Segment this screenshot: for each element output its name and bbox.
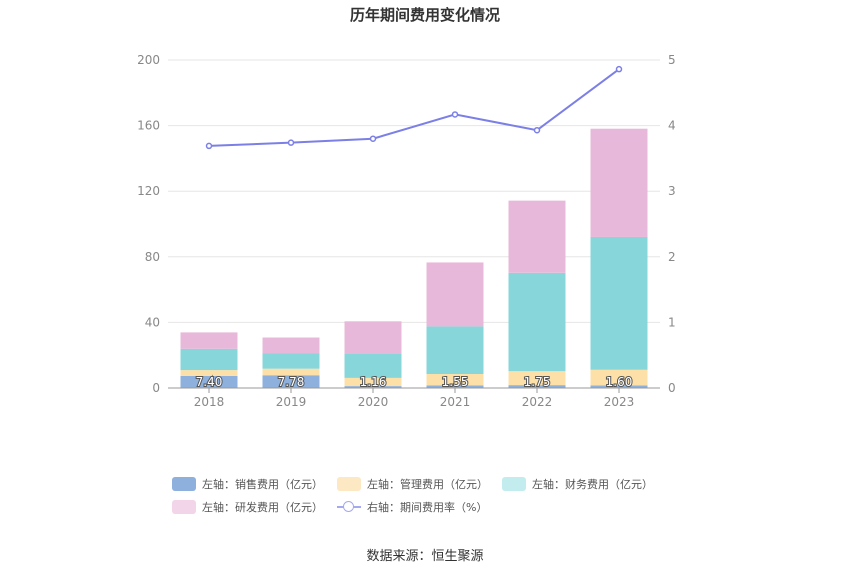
bar-segment — [590, 369, 648, 386]
legend-label-admin: 左轴：管理费用（亿元） — [367, 477, 488, 491]
legend-item-sales[interactable]: 左轴：销售费用（亿元） — [172, 476, 323, 492]
right-axis-tick-label: 2 — [668, 250, 676, 264]
bar-segment — [508, 272, 566, 372]
legend-label-finance: 左轴：财务费用（亿元） — [532, 477, 653, 491]
right-axis-tick-label: 1 — [668, 315, 676, 329]
x-axis-tick-label: 2019 — [276, 395, 307, 409]
bar-segment — [180, 370, 238, 376]
left-axis-tick-label: 160 — [137, 119, 160, 133]
bar-segment — [426, 326, 484, 374]
bar-data-label: 1.16 — [360, 375, 387, 389]
legend-swatch-rnd — [172, 499, 196, 514]
legend-swatch-admin — [337, 476, 361, 491]
bar-segment — [262, 375, 320, 388]
x-axis-tick-label: 2021 — [440, 395, 471, 409]
rate-point — [205, 142, 213, 150]
right-axis-tick-label: 0 — [668, 381, 676, 395]
bar-segment — [344, 321, 402, 354]
bar-segment — [590, 385, 648, 388]
bar-segment — [590, 236, 648, 370]
bar-segment — [344, 377, 402, 387]
bar-segment — [262, 337, 320, 354]
rate-line — [208, 68, 620, 147]
bar-segment — [426, 262, 484, 327]
rate-point — [287, 139, 295, 146]
bar-segment — [180, 375, 238, 388]
bar-data-label: 7.40 — [196, 375, 223, 389]
x-axis-tick-label: 2022 — [522, 395, 553, 409]
left-axis-tick-label: 80 — [145, 250, 160, 264]
bar-segment — [508, 385, 566, 388]
legend-item-rate[interactable]: 右轴：期间费用率（%） — [337, 499, 487, 515]
left-axis-tick-label: 0 — [152, 381, 160, 395]
chart-title: 历年期间费用变化情况 — [350, 6, 500, 24]
bar-data-label: 1.55 — [442, 375, 469, 389]
legend-item-admin[interactable]: 左轴：管理费用（亿元） — [337, 476, 488, 492]
x-axis-tick-label: 2018 — [194, 395, 225, 409]
rate-point — [615, 65, 623, 73]
bar-segment — [590, 128, 648, 237]
rate-point — [451, 111, 459, 118]
bar-segment — [508, 371, 566, 386]
bar-segment — [508, 200, 566, 273]
bar-data-label: 1.60 — [606, 375, 633, 389]
bar-data-label: 7.78 — [278, 375, 305, 389]
left-axis-tick-label: 120 — [137, 184, 160, 198]
left-axis-tick-label: 40 — [145, 315, 160, 329]
bar-data-label: 1.75 — [524, 375, 551, 389]
right-axis-tick-label: 4 — [668, 119, 676, 133]
legend-line-circle-icon — [337, 500, 361, 514]
bar-segment — [426, 385, 484, 388]
legend-label-rnd: 左轴：研发费用（亿元） — [202, 500, 323, 514]
left-axis-tick-label: 200 — [137, 53, 160, 67]
data-source-note: 数据来源：恒生聚源 — [366, 549, 484, 564]
x-axis-tick-label: 2020 — [358, 395, 389, 409]
rate-point — [369, 135, 377, 142]
rate-point — [533, 126, 541, 134]
bar-segment — [344, 353, 402, 378]
x-axis-tick-label: 2023 — [604, 395, 635, 409]
right-axis-tick-label: 3 — [668, 184, 676, 198]
bar-segment — [344, 386, 402, 388]
bar-segment — [180, 332, 238, 349]
legend-item-finance[interactable]: 左轴：财务费用（亿元） — [502, 476, 653, 492]
legend-swatch-finance — [502, 476, 526, 491]
legend-label-rate: 右轴：期间费用率（%） — [367, 500, 488, 514]
legend-swatch-sales — [172, 476, 196, 491]
legend-label-sales: 左轴：销售费用（亿元） — [202, 477, 323, 491]
legend-item-rnd[interactable]: 左轴：研发费用（亿元） — [172, 499, 323, 515]
chart-legend: 左轴：销售费用（亿元） 左轴：管理费用（亿元） 左轴：财务费用（亿元） 左轴：研… — [172, 472, 692, 518]
bar-segment — [426, 373, 484, 386]
right-axis-tick-label: 5 — [668, 53, 676, 67]
bar-segment — [180, 348, 238, 371]
bar-segment — [262, 368, 320, 376]
bar-segment — [262, 353, 320, 369]
